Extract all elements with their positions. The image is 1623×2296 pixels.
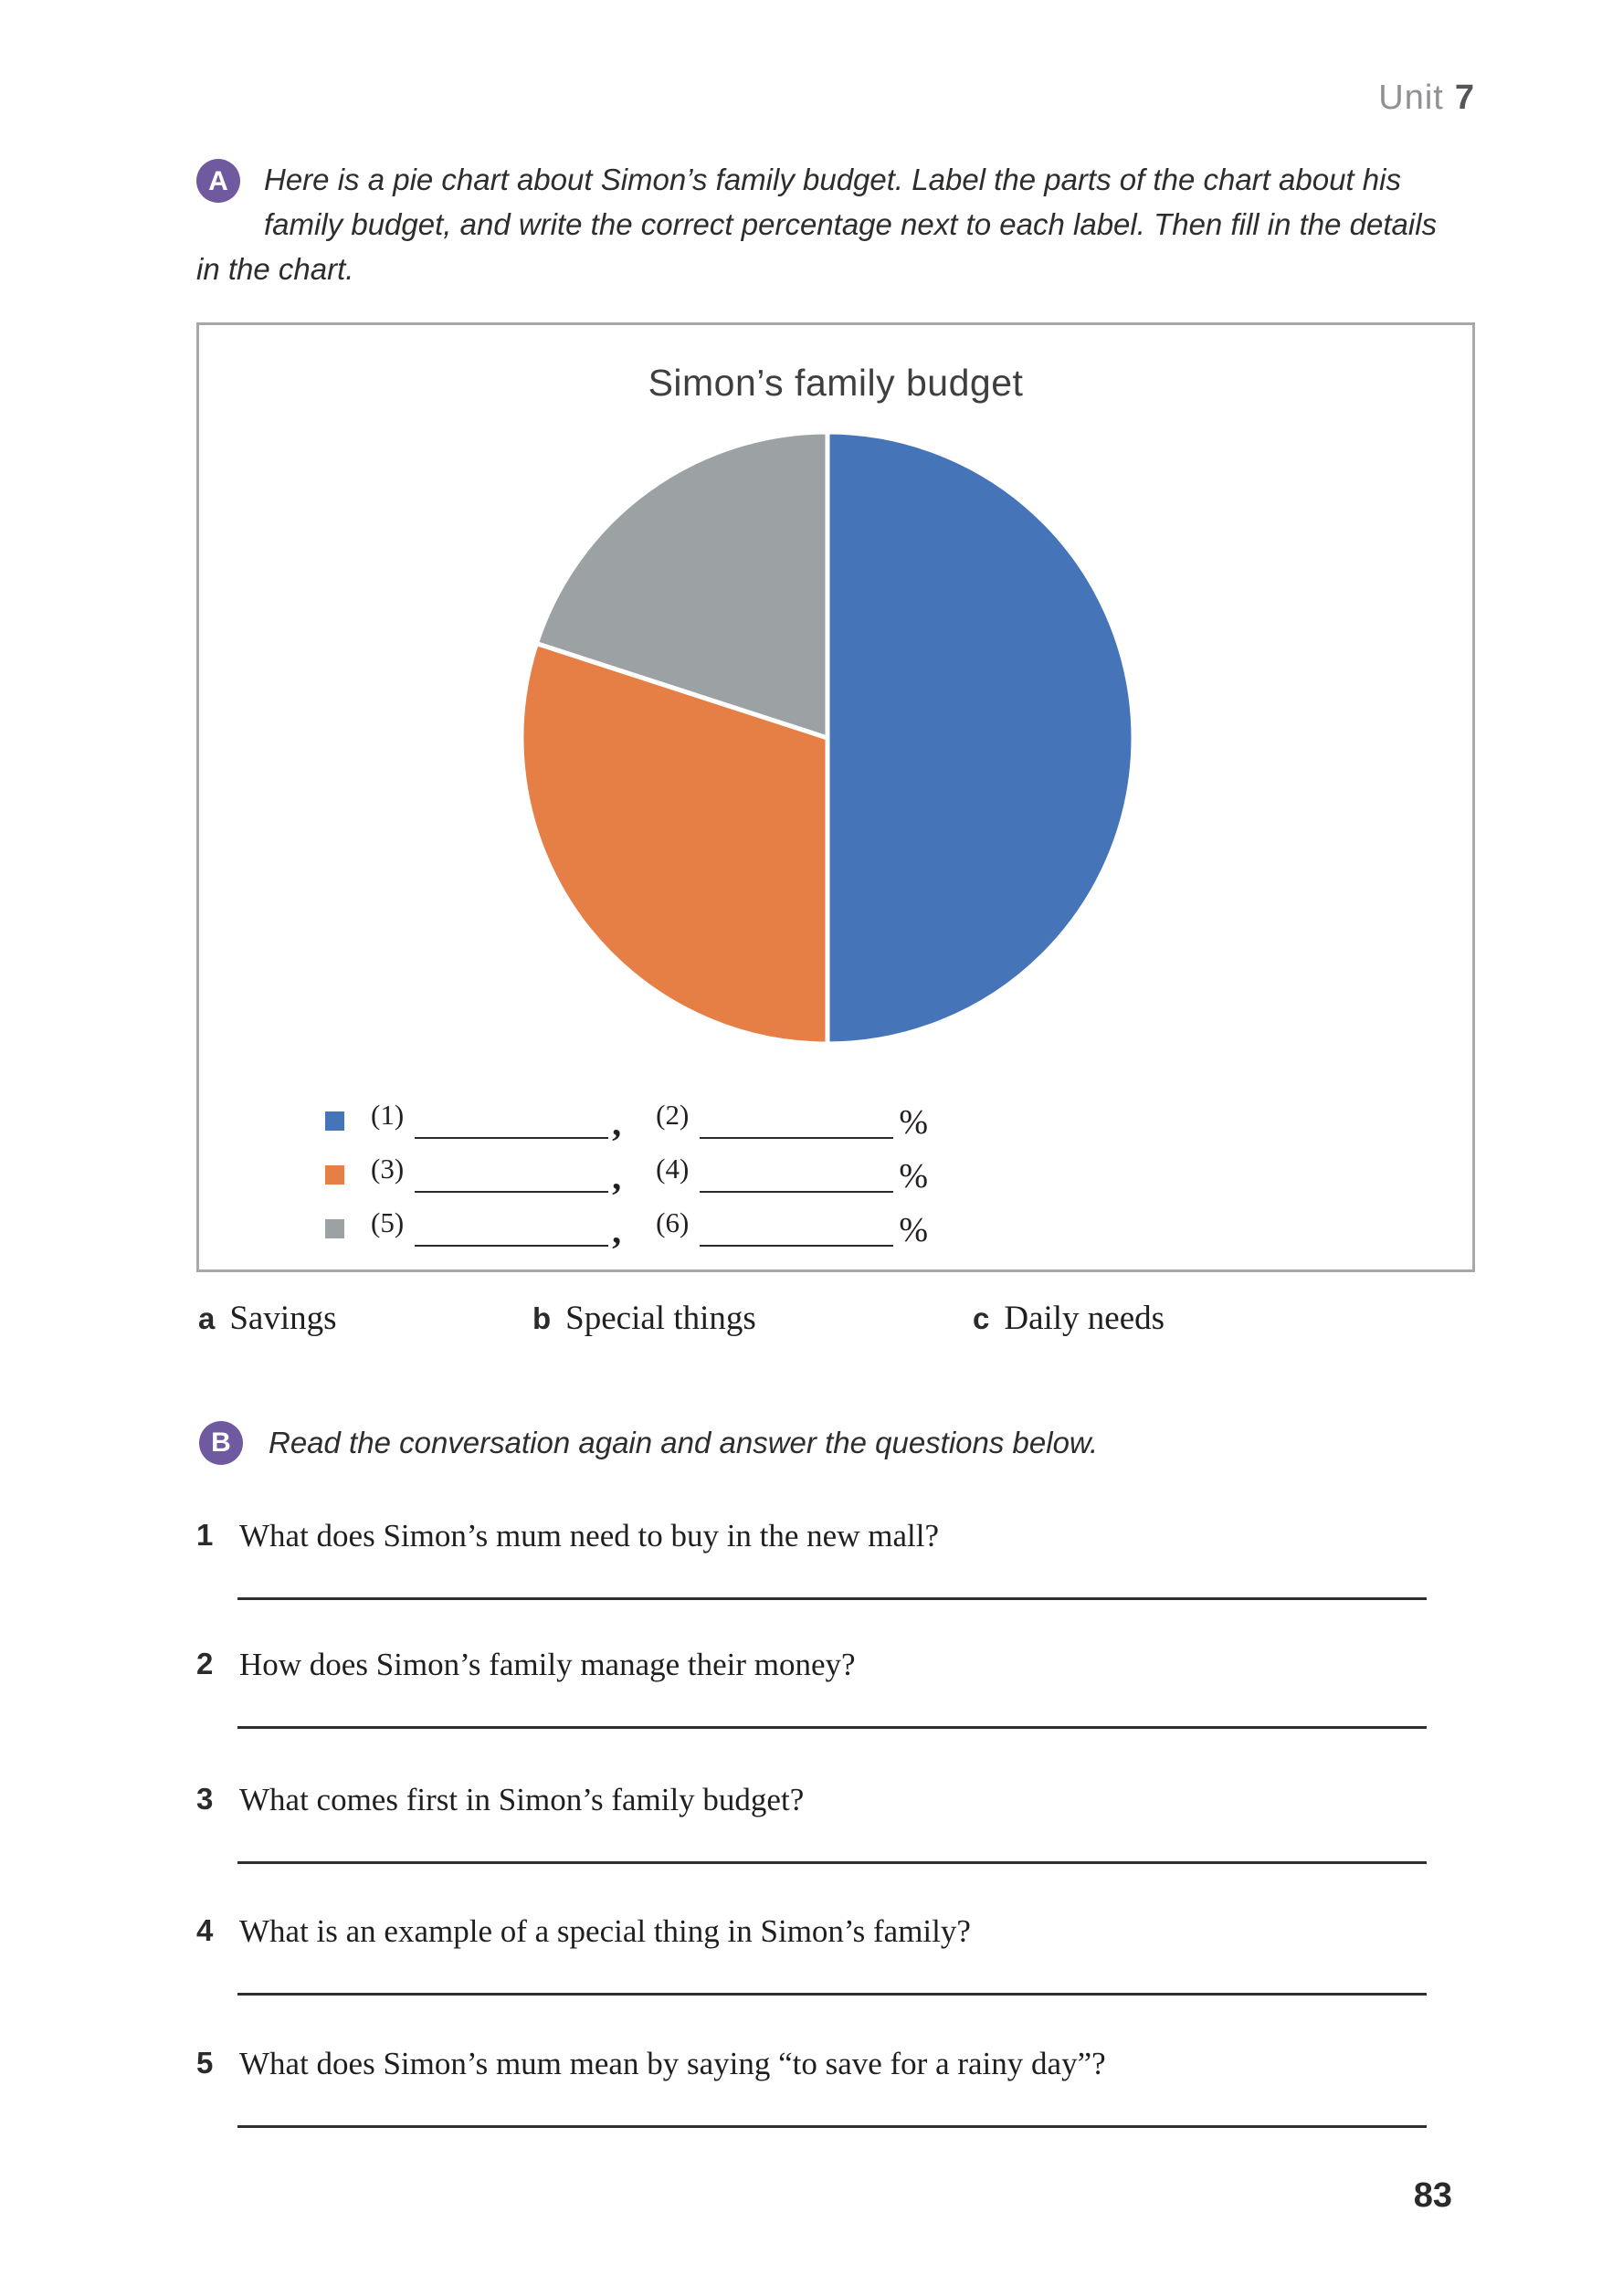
unit-header: Unit 7	[1378, 79, 1475, 118]
answer-line[interactable]	[237, 1993, 1427, 1996]
unit-number: 7	[1454, 79, 1475, 117]
section-a: A Here is a pie chart about Simon’s fami…	[196, 157, 1461, 291]
pie-chart	[519, 429, 1136, 1047]
answer-options: a Savings b Special things c Daily needs	[196, 1299, 1384, 1348]
legend-label-blank[interactable]	[415, 1191, 609, 1193]
legend-percent-number: (6)	[656, 1206, 690, 1238]
question-text: How does Simon’s family manage their mon…	[239, 1647, 856, 1682]
legend-label-number: (1)	[371, 1099, 405, 1131]
option-a: a Savings	[198, 1299, 337, 1338]
legend-comma: ,	[612, 1210, 622, 1251]
pie-slice	[519, 640, 830, 1047]
question-text: What comes first in Simon’s family budge…	[239, 1782, 805, 1817]
legend-swatch-orange	[325, 1165, 344, 1185]
answer-line[interactable]	[237, 2125, 1427, 2128]
chart-box: Simon’s family budget (1) , (2) % (3) , …	[196, 322, 1475, 1272]
unit-label: Unit	[1378, 79, 1444, 117]
question-number: 5	[196, 2046, 214, 2080]
page-number: 83	[1413, 2176, 1452, 2215]
option-a-letter: a	[198, 1301, 216, 1335]
legend-label-number: (5)	[371, 1206, 405, 1238]
legend-swatch-gray	[325, 1219, 344, 1238]
section-b: B Read the conversation again and answer…	[199, 1421, 1460, 1465]
section-b-badge: B	[199, 1421, 243, 1465]
legend-row: (5) , (6) %	[325, 1198, 928, 1252]
pie-slice	[533, 429, 830, 741]
question-text: What does Simon’s mum mean by saying “to…	[239, 2046, 1106, 2081]
legend-row: (3) , (4) %	[325, 1144, 928, 1198]
question-2: 2 How does Simon’s family manage their m…	[196, 1647, 1431, 1729]
question-number: 4	[196, 1913, 214, 1947]
legend-percent-sign: %	[899, 1103, 928, 1142]
legend-row: (1) , (2) %	[325, 1090, 928, 1144]
question-number: 2	[196, 1647, 214, 1680]
option-b-text: Special things	[565, 1300, 756, 1337]
pie-slice	[825, 429, 1136, 1047]
legend-label-blank[interactable]	[415, 1137, 609, 1139]
question-1: 1 What does Simon’s mum need to buy in t…	[196, 1518, 1431, 1600]
chart-title: Simon’s family budget	[648, 362, 1024, 404]
option-b: b Special things	[532, 1299, 756, 1338]
legend-percent-blank[interactable]	[700, 1191, 894, 1193]
option-c-text: Daily needs	[1004, 1300, 1165, 1337]
legend-percent-blank[interactable]	[700, 1245, 894, 1247]
option-b-letter: b	[532, 1301, 552, 1335]
question-number: 3	[196, 1782, 214, 1816]
legend-percent-number: (2)	[656, 1099, 690, 1131]
answer-line[interactable]	[237, 1597, 1427, 1600]
question-number: 1	[196, 1518, 214, 1552]
legend-label-number: (3)	[371, 1153, 405, 1185]
section-a-badge: A	[196, 159, 240, 203]
legend-comma: ,	[612, 1102, 622, 1143]
section-b-instructions: Read the conversation again and answer t…	[269, 1426, 1099, 1459]
pie-legend: (1) , (2) % (3) , (4) % (5) ,	[325, 1090, 928, 1252]
option-a-text: Savings	[229, 1300, 337, 1337]
legend-comma: ,	[612, 1156, 622, 1197]
option-c: c Daily needs	[973, 1299, 1165, 1338]
answer-line[interactable]	[237, 1726, 1427, 1729]
section-a-instructions: Here is a pie chart about Simon’s family…	[196, 163, 1438, 286]
answer-line[interactable]	[237, 1861, 1427, 1864]
question-3: 3 What comes first in Simon’s family bud…	[196, 1782, 1431, 1864]
legend-percent-number: (4)	[656, 1153, 690, 1185]
option-c-letter: c	[973, 1301, 990, 1335]
question-4: 4 What is an example of a special thing …	[196, 1913, 1431, 1996]
legend-label-blank[interactable]	[415, 1245, 609, 1247]
question-text: What does Simon’s mum need to buy in the…	[239, 1518, 939, 1553]
question-5: 5 What does Simon’s mum mean by saying “…	[196, 2046, 1431, 2128]
legend-percent-blank[interactable]	[700, 1137, 894, 1139]
question-text: What is an example of a special thing in…	[239, 1913, 971, 1949]
legend-percent-sign: %	[899, 1157, 928, 1195]
legend-percent-sign: %	[899, 1211, 928, 1249]
legend-swatch-blue	[325, 1111, 344, 1131]
